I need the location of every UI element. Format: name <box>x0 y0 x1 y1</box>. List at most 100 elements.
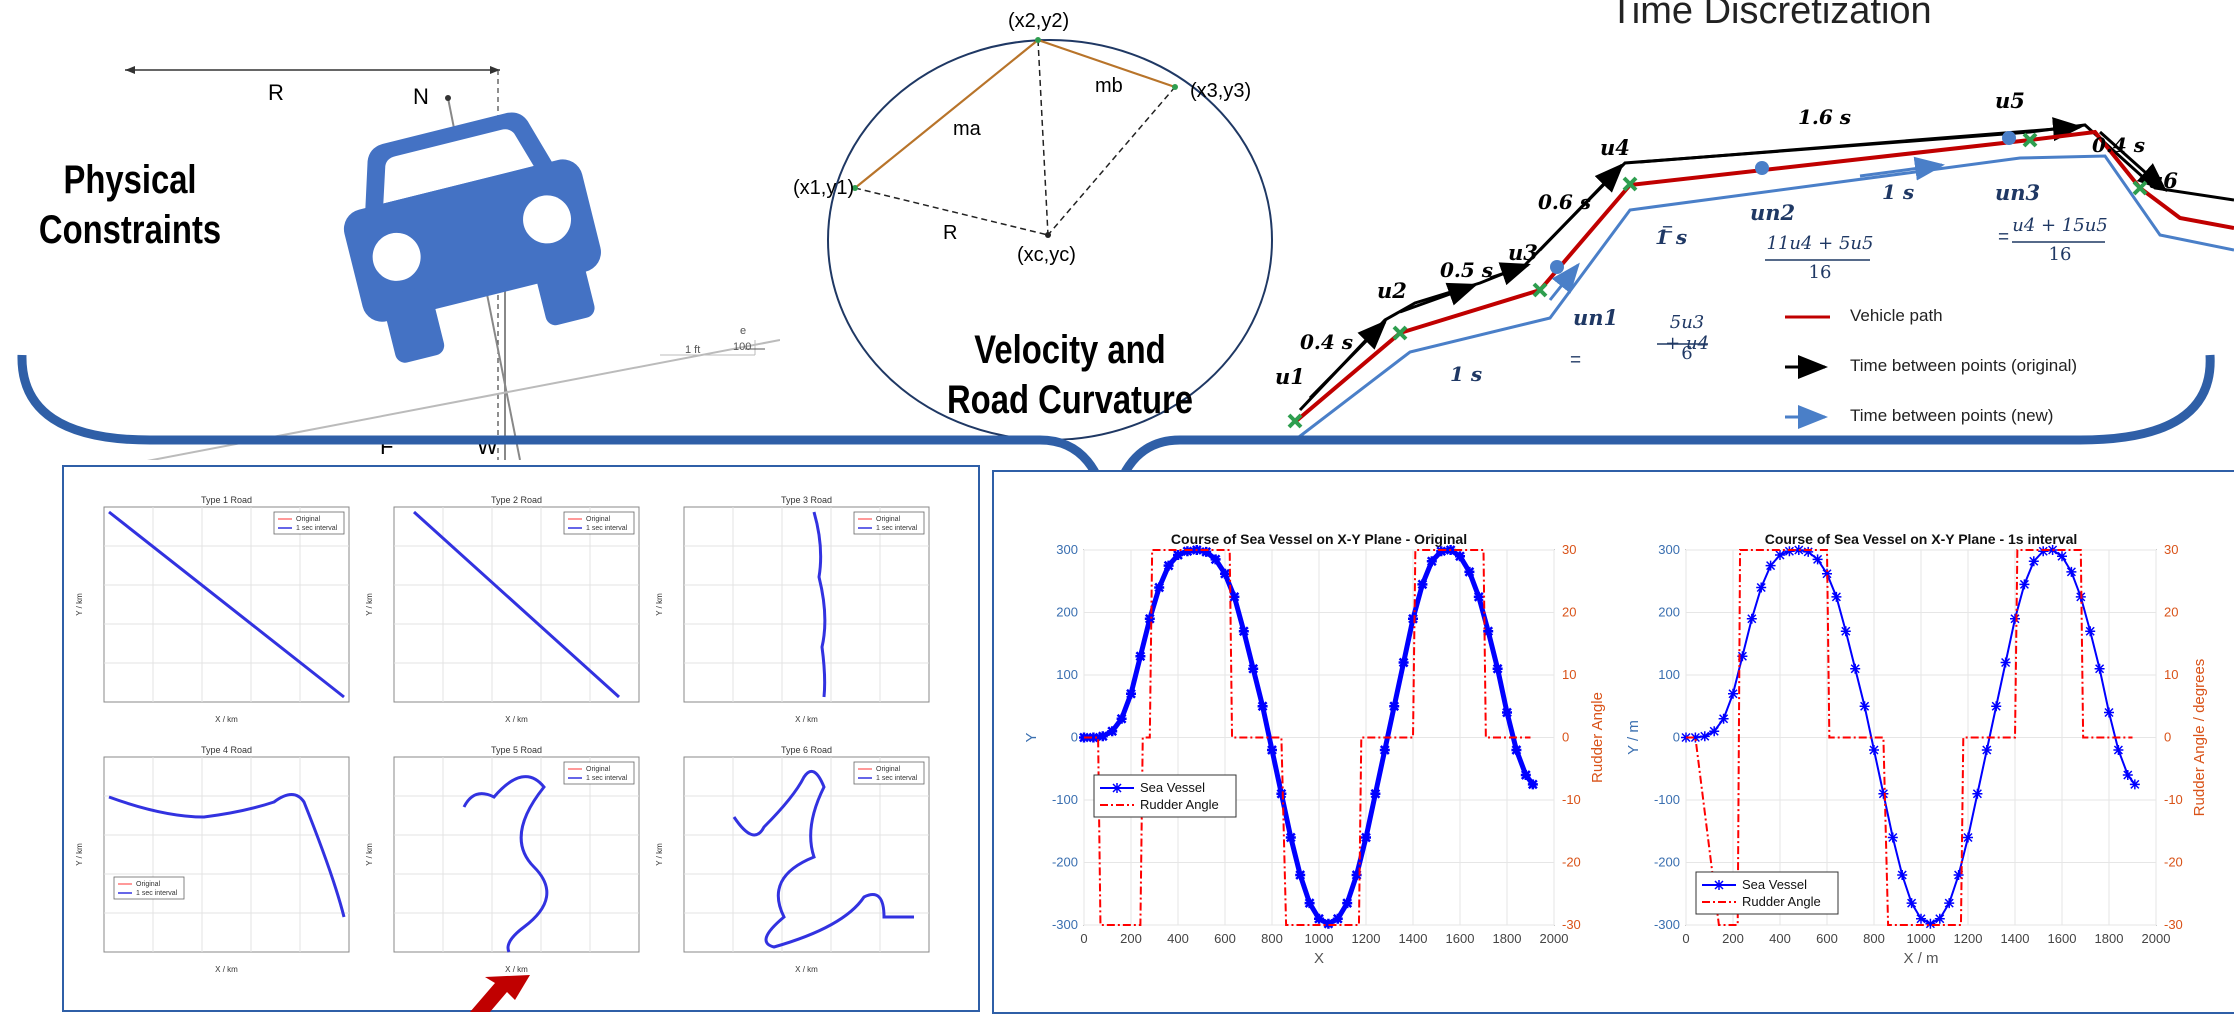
marker-star <box>1944 898 1955 909</box>
sea-vessel-marker <box>1728 688 1738 699</box>
eq-n1-denominator: 6 <box>1681 343 1693 364</box>
marker-star <box>2122 770 2133 780</box>
slope-100-label: 100 <box>733 341 752 353</box>
plot-frame <box>683 506 930 703</box>
marker-star <box>1408 613 1418 624</box>
sea-vessel-marker <box>1370 788 1381 799</box>
eq-n2-sign: = <box>1662 220 1674 241</box>
y2-tick-label: 10 <box>1562 667 1576 682</box>
sea-vessel-marker <box>1417 579 1428 590</box>
marker-star <box>2085 626 2096 637</box>
y-tick-label: 100 <box>1658 667 1680 682</box>
marker-star <box>1746 613 1757 624</box>
x-tick-label: 400 <box>1167 931 1189 946</box>
road-plot-ylabel: Y / km <box>365 593 374 616</box>
sea-vessel-marker <box>1126 688 1136 699</box>
interval-new-1: 1 s <box>1450 362 1483 386</box>
marker-star <box>1426 556 1437 567</box>
y-tick-label: 0 <box>1673 730 1680 745</box>
sea-vessel-marker <box>2094 663 2105 674</box>
road-plot-ylabel: Y / km <box>365 843 374 866</box>
marker-star <box>1690 732 1701 743</box>
marker-star <box>1107 726 1118 737</box>
sea-vessel-marker <box>1473 591 1484 602</box>
marker-star <box>1097 731 1108 742</box>
sea-vessel-marker <box>1981 745 1992 755</box>
sea-vessel-marker <box>2113 745 2124 755</box>
marker-star <box>1436 546 1447 557</box>
sea-vessel-charts: 0 200 400 600 800 1000 1200 1400 1600 1800 2000300… <box>1023 531 2208 967</box>
sea-vessel-marker <box>1144 613 1155 624</box>
sea-vessel-marker <box>2028 556 2039 567</box>
legend-original-label: Original <box>136 881 161 888</box>
sea-vessel-marker <box>1934 913 1945 924</box>
time-discretization-diagram <box>1287 117 2234 442</box>
road-plot-legend: Original 1 sec interval <box>273 511 345 535</box>
sea-vessel-marker <box>1756 582 1767 593</box>
interval-new-3: 1 s <box>1882 180 1915 204</box>
marker-star <box>1116 713 1127 724</box>
road-plot-title: Type 1 Road <box>201 495 252 505</box>
marker-star <box>1527 779 1538 790</box>
y2-tick-label: -30 <box>1562 917 1581 932</box>
plot-frame <box>393 756 640 953</box>
marker-star <box>1210 554 1221 565</box>
interval-orig-4: 1.6 s <box>1798 105 1852 129</box>
marker-star <box>1878 788 1889 799</box>
un2-label: un2 <box>1750 200 1796 225</box>
legend-original-label: Original <box>586 516 611 523</box>
marker-star <box>2113 745 2124 755</box>
marker-star <box>1126 688 1136 699</box>
sea-vessel-marker <box>2000 657 2011 668</box>
interval-new-2: 1 s <box>1655 225 1688 249</box>
sea-vessel-marker <box>1887 832 1898 843</box>
road-path <box>108 793 346 918</box>
marker-star <box>1248 663 1259 674</box>
y-tick-label: 0 <box>1071 730 1078 745</box>
sea-vessel-marker <box>1182 546 1193 557</box>
sea-vessel-marker <box>1859 701 1870 712</box>
sea-vessel-marker <box>2122 770 2133 780</box>
road-types-panel: Type 1 Road X / km Y / km Original 1 sec int… <box>62 465 980 1012</box>
sea-vessel-marker <box>1520 770 1531 780</box>
y-axis-label: Y / m <box>1625 720 1642 755</box>
sea-vessel-marker <box>2010 613 2020 624</box>
sea-vessel-marker <box>1267 745 1277 755</box>
sea-vessel-marker <box>1527 779 1538 790</box>
legend-original-label: Original <box>296 516 321 523</box>
marker-star <box>1361 832 1371 843</box>
y2-tick-label: 0 <box>1562 730 1569 745</box>
sea-vessel-marker <box>2057 551 2067 562</box>
u4-label: u4 <box>1600 135 1630 160</box>
marker-star <box>1765 560 1776 571</box>
sea-vessel-marker <box>1906 898 1917 909</box>
legend-rudder-label: Rudder Angle <box>1140 797 1219 812</box>
sea-vessel-marker <box>1220 568 1230 579</box>
x-tick-label: 1400 <box>1399 931 1428 946</box>
sea-vessel-marker <box>1718 713 1729 724</box>
x-axis-label: X / m <box>1903 950 1938 967</box>
road-plot-ylabel: Y / km <box>655 593 664 616</box>
legend-time-new: Time between points (new) <box>1850 406 2054 425</box>
y-tick-label: -300 <box>1052 917 1078 932</box>
sea-vessel-marker <box>1285 832 1296 843</box>
sea-vessel-marker <box>1822 568 1832 579</box>
marker-star <box>2057 551 2067 562</box>
sea-vessel-marker <box>1342 898 1353 909</box>
u6-label: u6 <box>2148 168 2178 193</box>
sea-vessel-marker <box>1511 745 1522 755</box>
point-x1y1: (x1,y1) <box>793 177 855 199</box>
y2-tick-label: 0 <box>2164 730 2171 745</box>
marker-star <box>1389 701 1400 712</box>
y2-tick-label: 20 <box>1562 605 1576 620</box>
sea-vessel-marker <box>1897 870 1908 880</box>
road-plot: Type 4 Road X / km Y / km Original 1 sec int… <box>75 745 350 974</box>
marker-star <box>1163 560 1174 571</box>
legend-original-label: Original <box>876 766 901 773</box>
curvature-title-line1: Velocity and <box>974 328 1166 372</box>
x-tick-label: 1800 <box>2095 931 2124 946</box>
x-tick-label: 0 <box>1080 931 1087 946</box>
marker-star <box>1238 626 1249 637</box>
u5-label: u5 <box>1995 88 2025 113</box>
